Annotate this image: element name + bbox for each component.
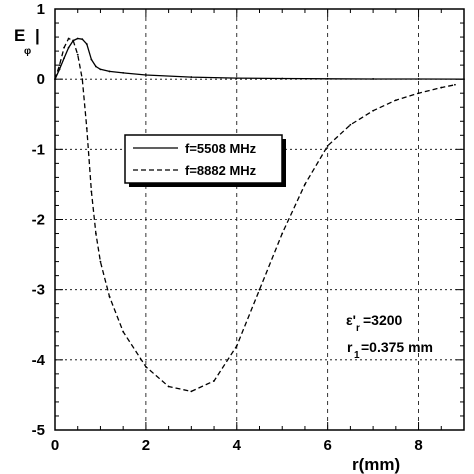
y-tick-label: -5 (32, 422, 45, 439)
data-point-series-2 (190, 390, 193, 393)
data-point-series-2 (81, 78, 84, 81)
annotation-epsilon-main: ε' (346, 312, 356, 328)
legend-box (124, 134, 283, 184)
data-point-series-1 (67, 46, 70, 49)
x-tick-labels: 0 2 4 6 8 (51, 437, 423, 454)
y-axis-label-subscript: φ (24, 46, 31, 57)
data-point-series-1 (108, 70, 111, 73)
legend-label-2: f=8882 MHz (185, 163, 257, 178)
data-point-series-2 (95, 232, 97, 235)
data-point-series-1 (372, 78, 375, 80)
data-point-series-2 (72, 39, 75, 42)
data-point-series-2 (67, 37, 70, 40)
data-point-series-1 (76, 37, 79, 40)
legend-label-1: f=5508 MHz (185, 141, 257, 156)
data-point-series-2 (167, 385, 170, 388)
data-point-series-1 (122, 71, 125, 74)
data-point-series-1 (58, 68, 61, 71)
data-point-series-2 (258, 288, 261, 291)
data-point-series-1 (235, 77, 238, 80)
y-tick-labels: 1 0 -1 -2 -3 -4 -5 (32, 1, 46, 439)
data-point-series-2 (213, 379, 215, 382)
x-axis-label: r(mm) (352, 455, 400, 474)
data-point-series-2 (372, 109, 375, 112)
data-point-series-2 (144, 365, 147, 368)
data-point-series-1 (95, 65, 97, 68)
data-point-series-1 (281, 77, 284, 80)
data-point-series-1 (81, 38, 84, 41)
data-point-series-2 (122, 330, 125, 333)
data-point-series-2 (63, 46, 65, 49)
y-tick-label: 0 (37, 71, 45, 88)
data-point-series-2 (58, 64, 61, 67)
data-point-series-2 (304, 183, 306, 186)
data-point-series-1 (417, 78, 420, 80)
y-tick-label: -3 (32, 282, 45, 299)
data-point-series-2 (108, 295, 111, 298)
data-point-series-2 (394, 99, 397, 102)
annotation-epsilon-value: =3200 (363, 312, 403, 328)
data-point-series-2 (440, 86, 443, 89)
data-point-series-2 (99, 260, 102, 263)
data-point-series-2 (281, 232, 284, 235)
data-point-series-2 (76, 53, 79, 56)
y-axis-label-bar: | (35, 26, 40, 45)
data-point-series-1 (90, 58, 93, 61)
annotation-radius: r 1 =0.375 mm (347, 339, 433, 361)
ticks (54, 8, 465, 431)
data-point-series-2 (454, 83, 456, 86)
data-point-series-2 (235, 344, 238, 347)
x-tick-label: 0 (51, 437, 59, 454)
data-point-series-1 (144, 74, 147, 76)
annotation-radius-value: =0.375 mm (361, 339, 433, 355)
data-point-series-1 (63, 57, 65, 60)
data-point-series-2 (349, 123, 352, 126)
data-point-series-2 (85, 127, 88, 130)
y-tick-label: -4 (32, 352, 46, 369)
series-group (54, 37, 465, 393)
data-point-series-1 (190, 76, 193, 78)
annotation-radius-main: r (347, 339, 353, 355)
x-tick-label: 8 (414, 437, 422, 454)
x-tick-label: 4 (233, 437, 242, 454)
legend: f=5508 MHz f=8882 MHz (124, 134, 286, 187)
data-point-series-1 (99, 68, 102, 71)
annotation-epsilon-sub: r (356, 323, 360, 334)
data-point-series-1 (85, 43, 88, 45)
y-tick-label: 1 (37, 1, 45, 18)
x-tick-label: 2 (142, 437, 150, 454)
data-point-series-1 (326, 77, 329, 80)
data-point-series-2 (417, 92, 420, 95)
y-tick-label: -1 (32, 141, 45, 158)
annotation-radius-sub: 1 (354, 350, 360, 361)
x-tick-label: 6 (323, 437, 331, 454)
annotation-epsilon: ε' r =3200 (346, 312, 403, 334)
data-point-series-2 (90, 190, 93, 193)
data-point-series-2 (326, 144, 329, 147)
y-tick-label: -2 (32, 212, 45, 229)
series-line-2 (54, 37, 456, 393)
y-axis-label: E (14, 26, 25, 45)
